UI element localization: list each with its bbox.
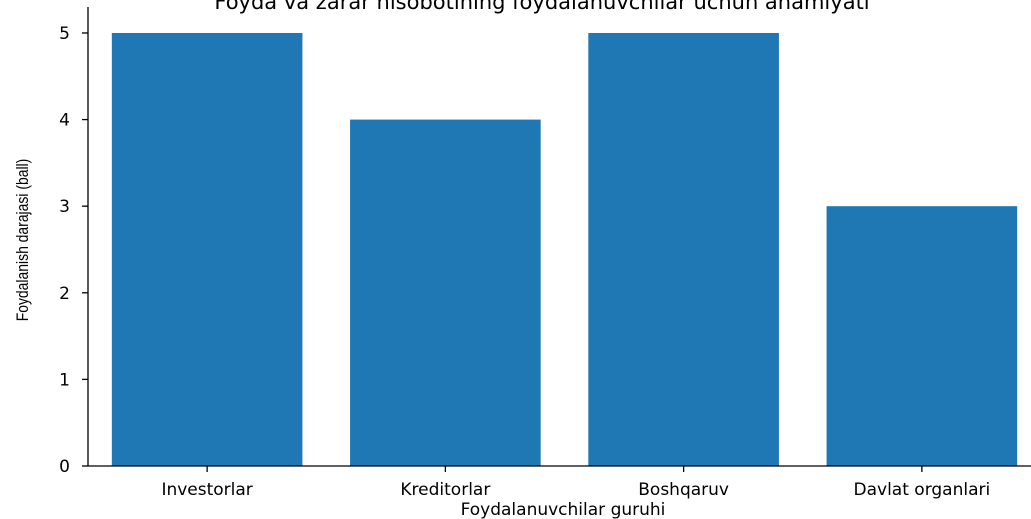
- bar-boshqaruv: [588, 32, 779, 466]
- y-axis-label: Foydalanish darajasi (ball): [14, 159, 33, 322]
- x-axis-label: Foydalanuvchilar guruhi: [461, 500, 666, 519]
- x-tick-label: Investorlar: [161, 480, 252, 500]
- x-tick-label: Davlat organlari: [854, 480, 991, 500]
- bar-investorlar: [111, 32, 303, 466]
- y-tick-label: 5: [59, 24, 70, 44]
- y-tick-label: 0: [59, 457, 70, 477]
- chart-title: Foyda va zarar hisobotining foydalanuvch…: [214, 0, 869, 14]
- bar-davlat-organlari: [826, 206, 1018, 467]
- y-tick-label: 1: [59, 370, 70, 390]
- y-tick-label: 3: [59, 197, 70, 217]
- x-tick-label: Kreditorlar: [400, 480, 490, 500]
- x-tick-label: Boshqaruv: [638, 480, 729, 500]
- y-tick-label: 2: [59, 284, 70, 304]
- y-tick-label: 4: [59, 111, 70, 131]
- bar-kreditorlar: [350, 119, 541, 467]
